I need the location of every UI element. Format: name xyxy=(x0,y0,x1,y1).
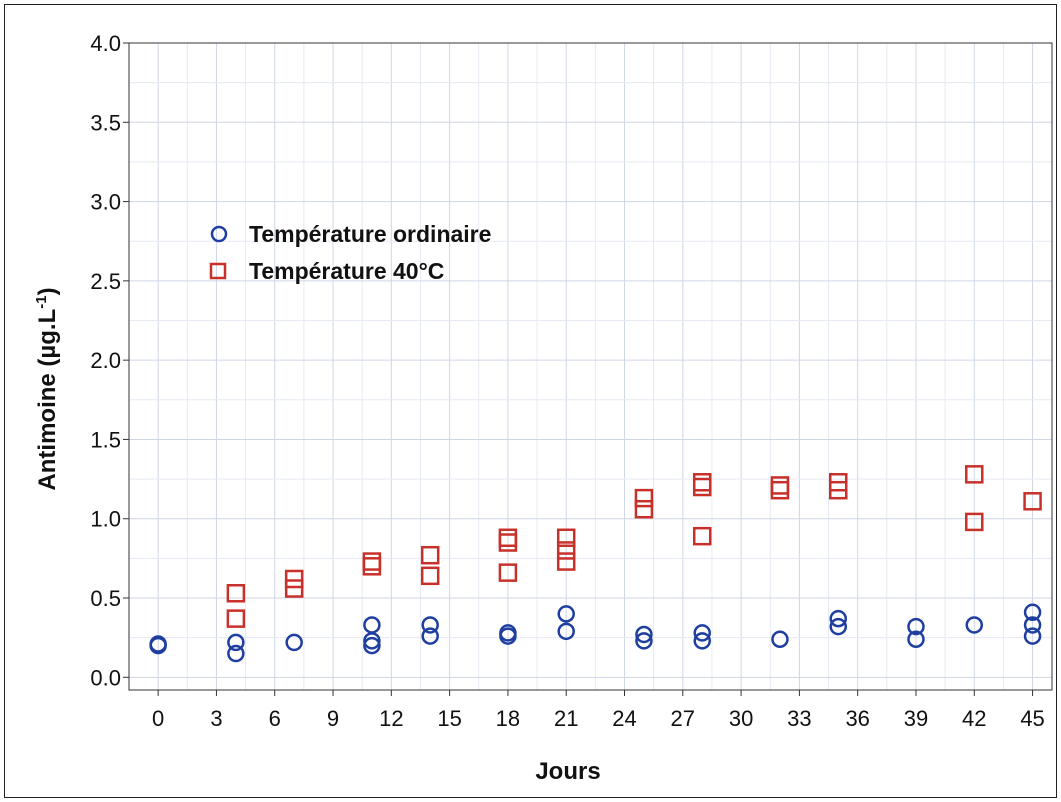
point-square-40c xyxy=(498,528,518,548)
point-square-40c xyxy=(556,528,576,548)
point-square-40c xyxy=(692,526,712,546)
x-tick-label: 27 xyxy=(671,706,695,731)
point-circle-ordinaire xyxy=(1023,616,1042,634)
x-tick-label: 36 xyxy=(845,706,869,731)
legend-label-40c: Température 40°C xyxy=(249,258,444,284)
plot-background xyxy=(129,43,1052,690)
point-square-40c xyxy=(1023,492,1042,511)
x-tick-label: 33 xyxy=(787,706,811,731)
x-tick-label: 39 xyxy=(904,706,928,731)
x-tick-label: 18 xyxy=(496,706,520,731)
scatter-chart: 0 3 6 9 12 15 18 21 24 27 30 33 36 39 42 45 0.00.51.01.… xyxy=(33,31,1053,785)
point-circle-ordinaire xyxy=(363,616,381,634)
y-tick-label: 0.0 xyxy=(90,665,121,690)
x-tick-label: 45 xyxy=(1020,706,1044,731)
point-circle-ordinaire xyxy=(965,616,984,634)
point-circle-ordinaire xyxy=(285,633,303,652)
point-square-40c xyxy=(965,512,984,532)
y-axis-title-close: ) xyxy=(34,287,61,295)
point-square-40c xyxy=(284,569,304,589)
point-square-40c xyxy=(226,584,246,603)
point-square-40c xyxy=(498,563,518,582)
point-square-40c xyxy=(829,473,848,492)
x-tick-label: 24 xyxy=(612,706,636,731)
data-points xyxy=(149,465,1042,663)
plot-border xyxy=(128,42,1053,691)
y-axis-title: Antimoine (µg.L-1) xyxy=(33,287,61,490)
y-tick-label: 3.5 xyxy=(90,110,121,135)
x-tick-label: 15 xyxy=(437,706,461,731)
x-tick-label: 3 xyxy=(210,706,222,731)
point-square-40c xyxy=(556,552,576,571)
point-square-40c xyxy=(420,566,440,586)
legend-label-ordinaire: Température ordinaire xyxy=(249,221,491,247)
chart-frame: 0 3 6 9 12 15 18 21 24 27 30 33 36 39 42 45 0.0 0.5 1.0 1.… xyxy=(4,4,1057,798)
x-axis-title: Jours xyxy=(535,758,600,785)
point-square-40c xyxy=(226,609,246,628)
y-tick-label: 0.5 xyxy=(90,586,121,611)
point-circle-ordinaire xyxy=(1023,627,1042,645)
x-tick-label: 30 xyxy=(729,706,753,731)
x-tick-label: 12 xyxy=(379,706,403,731)
point-square-40c xyxy=(362,552,382,571)
point-circle-ordinaire xyxy=(693,624,711,642)
point-circle-ordinaire xyxy=(907,617,925,636)
grid-lines xyxy=(129,42,1052,690)
y-axis-ticks: 0.0 0.5 1.0 1.5 2.0 2.5 3.0 3.5 4.0 xyxy=(90,31,129,690)
point-square-40c xyxy=(556,541,576,560)
point-circle-ordinaire xyxy=(421,616,439,634)
point-circle-ordinaire xyxy=(829,609,848,628)
y-axis-title-superscript: -1 xyxy=(33,295,50,308)
point-square-40c xyxy=(965,465,984,484)
point-circle-ordinaire xyxy=(227,644,245,663)
point-circle-ordinaire xyxy=(829,617,848,636)
point-circle-ordinaire xyxy=(421,627,439,645)
point-circle-ordinaire xyxy=(1023,603,1042,622)
y-axis-title-main: Antimoine (µg.L xyxy=(34,309,61,491)
point-circle-ordinaire xyxy=(499,624,517,642)
point-circle-ordinaire xyxy=(557,605,575,623)
y-tick-label: 4.0 xyxy=(90,31,121,56)
y-tick-label: 1.5 xyxy=(90,427,121,452)
point-square-40c xyxy=(634,499,654,519)
y-tick-label: 3.0 xyxy=(90,190,121,215)
point-circle-ordinaire xyxy=(557,622,575,641)
point-square-40c xyxy=(284,579,304,598)
point-square-40c xyxy=(770,476,790,495)
x-tick-label: 0 xyxy=(152,706,164,731)
point-circle-ordinaire xyxy=(635,632,653,650)
legend-circle-icon xyxy=(210,225,228,243)
point-circle-ordinaire xyxy=(907,630,925,649)
point-square-40c xyxy=(634,488,654,508)
y-tick-label: 1.0 xyxy=(90,507,121,532)
y-tick-label: 2.0 xyxy=(90,348,121,373)
x-tick-label: 6 xyxy=(269,706,281,731)
x-tick-label: 21 xyxy=(554,706,578,731)
point-circle-ordinaire xyxy=(227,633,245,652)
x-tick-label: 42 xyxy=(962,706,986,731)
point-square-40c xyxy=(692,473,712,492)
legend: Température ordinaire Température 40°C xyxy=(209,221,491,284)
legend-square-icon xyxy=(209,262,227,280)
point-circle-ordinaire xyxy=(693,632,711,650)
point-circle-ordinaire xyxy=(771,630,789,649)
x-tick-label: 9 xyxy=(327,706,339,731)
point-circle-ordinaire xyxy=(363,636,381,655)
y-tick-label: 2.5 xyxy=(90,269,121,294)
point-square-40c xyxy=(420,545,440,565)
point-circle-ordinaire xyxy=(635,625,653,644)
x-axis-ticks: 0 3 6 9 12 15 18 21 24 27 30 33 36 39 42 45 xyxy=(152,690,1045,731)
point-circle-ordinaire xyxy=(149,635,167,653)
